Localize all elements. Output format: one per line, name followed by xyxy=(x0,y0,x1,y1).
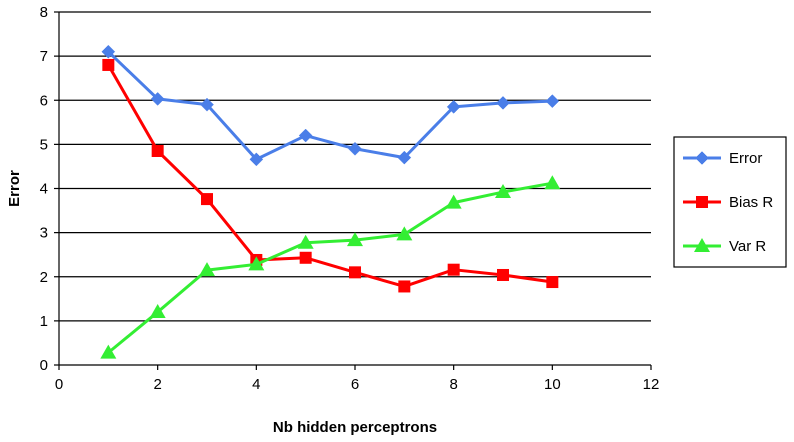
y-tick-label: 6 xyxy=(40,92,48,109)
data-point xyxy=(298,128,313,143)
data-point xyxy=(496,96,510,110)
data-point xyxy=(447,263,460,276)
legend-label: Error xyxy=(729,150,762,167)
y-tick-label: 0 xyxy=(40,357,48,374)
data-point xyxy=(297,234,314,249)
x-tick-label: 4 xyxy=(252,376,260,393)
data-point xyxy=(248,256,265,271)
data-point xyxy=(396,226,413,241)
data-point xyxy=(299,251,312,264)
series-error xyxy=(101,44,560,167)
legend-marker xyxy=(695,151,709,165)
x-tick-label: 10 xyxy=(544,376,561,393)
legend-marker xyxy=(696,196,708,208)
legend-label: Bias R xyxy=(729,194,773,211)
data-point xyxy=(100,344,117,359)
data-point xyxy=(149,304,166,319)
series-line xyxy=(107,50,553,161)
x-axis-title: Nb hidden perceptrons xyxy=(273,419,437,436)
data-point xyxy=(398,280,411,293)
y-tick-label: 2 xyxy=(40,269,48,286)
data-point xyxy=(446,100,461,114)
data-point xyxy=(101,44,116,59)
series-bias-r xyxy=(102,58,559,293)
x-tick-label: 2 xyxy=(153,376,161,393)
y-tick-label: 3 xyxy=(40,225,48,242)
data-point xyxy=(497,268,509,281)
legend: Error Bias R Var R xyxy=(673,136,787,268)
data-point xyxy=(495,184,511,199)
data-point xyxy=(249,152,264,167)
series-line xyxy=(107,181,553,354)
series-group xyxy=(100,44,561,359)
x-tick-label: 12 xyxy=(643,376,660,393)
data-point xyxy=(445,194,462,209)
legend-marker xyxy=(694,238,710,252)
x-tick-label: 6 xyxy=(351,376,359,393)
series-var-r xyxy=(100,175,561,359)
y-tick-label: 8 xyxy=(40,4,48,21)
data-point xyxy=(199,262,215,277)
data-point xyxy=(397,150,412,165)
axes xyxy=(54,11,652,370)
data-point xyxy=(102,58,115,71)
legend-label: Var R xyxy=(729,238,766,255)
data-point xyxy=(545,94,560,108)
y-tick-label: 4 xyxy=(40,181,48,198)
x-tick-label: 8 xyxy=(449,376,457,393)
series-line xyxy=(107,64,553,288)
y-tick-label: 5 xyxy=(40,136,48,153)
data-point xyxy=(151,144,164,157)
y-axis-title: Error xyxy=(6,170,23,207)
data-point xyxy=(544,175,561,190)
data-point xyxy=(347,232,363,247)
x-tick-label: 0 xyxy=(55,376,63,393)
y-tick-label: 7 xyxy=(40,48,48,65)
data-point xyxy=(546,276,559,289)
y-tick-label: 1 xyxy=(40,313,48,330)
data-point xyxy=(348,141,362,156)
data-point xyxy=(201,193,213,206)
data-point xyxy=(200,97,214,112)
data-point xyxy=(150,92,165,106)
data-point xyxy=(349,266,361,279)
